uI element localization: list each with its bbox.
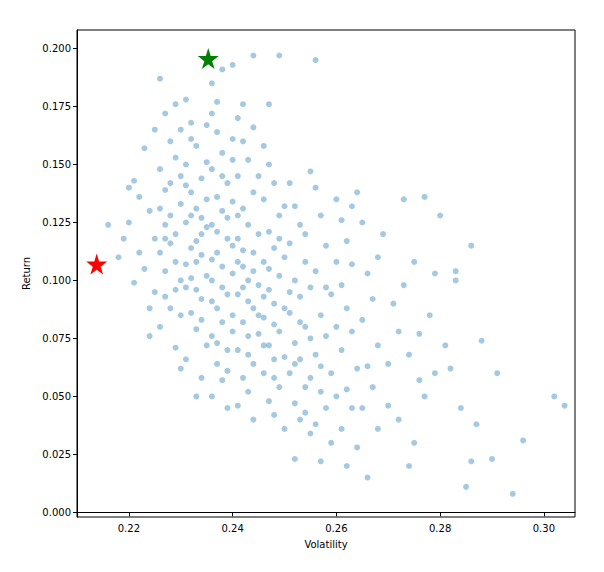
svg-text:0.075: 0.075	[42, 333, 71, 344]
svg-text:0.22: 0.22	[118, 523, 140, 534]
svg-text:0.050: 0.050	[42, 391, 71, 402]
svg-text:0.28: 0.28	[429, 523, 451, 534]
svg-text:0.100: 0.100	[42, 275, 71, 286]
svg-text:0.24: 0.24	[221, 523, 243, 534]
svg-text:Volatility: Volatility	[304, 539, 347, 550]
svg-text:0.26: 0.26	[325, 523, 347, 534]
svg-text:0.200: 0.200	[42, 43, 71, 54]
svg-text:0.175: 0.175	[42, 101, 71, 112]
svg-text:0.125: 0.125	[42, 217, 71, 228]
svg-text:0.000: 0.000	[42, 507, 71, 518]
svg-text:Return: Return	[21, 257, 32, 290]
svg-text:0.30: 0.30	[533, 523, 555, 534]
svg-text:0.150: 0.150	[42, 159, 71, 170]
svg-text:0.025: 0.025	[42, 449, 71, 460]
